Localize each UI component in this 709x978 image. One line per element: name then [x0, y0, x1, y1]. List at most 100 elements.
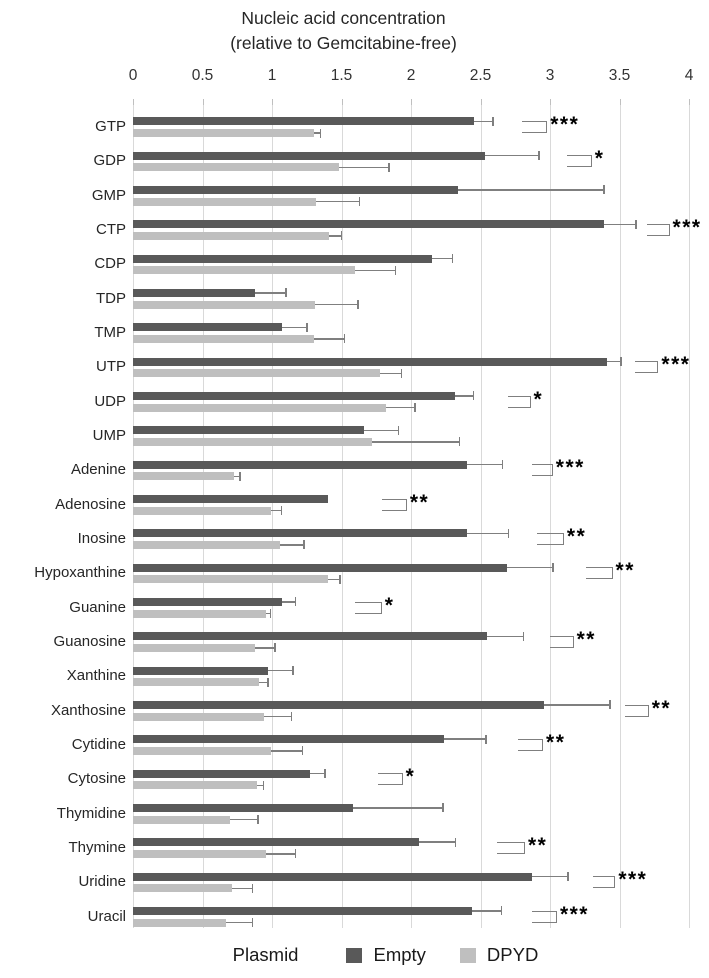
error-cap: [507, 528, 510, 538]
legend-label-empty: Empty: [373, 944, 426, 965]
error-bar: [328, 235, 342, 237]
category-label: UDP: [94, 392, 126, 410]
category-label: CDP: [94, 255, 126, 273]
error-cap: [394, 265, 397, 275]
bar-dpyd: [133, 712, 264, 721]
error-bar: [226, 921, 253, 924]
error-cap: [501, 460, 504, 470]
category-label: TMP: [94, 323, 126, 341]
error-bar: [604, 223, 637, 226]
x-tick-mark: [550, 99, 551, 105]
x-tick-label: 2.5: [469, 67, 492, 84]
significance-bracket: [550, 635, 574, 648]
chart-title-line1: Nucleic acid concentration: [241, 8, 446, 28]
chart-title: Nucleic acid concentration (relative to …: [0, 6, 709, 56]
category-label: Guanine: [69, 598, 126, 616]
category-label: Guanosine: [53, 632, 126, 650]
legend-label-dpyd: DPYD: [486, 944, 539, 965]
error-cap: [257, 815, 259, 825]
significance-stars: ***: [661, 353, 691, 377]
significance-stars: **: [546, 730, 566, 754]
legend-entry-empty: Empty: [346, 944, 426, 966]
bar-dpyd: [133, 506, 271, 515]
bar-dpyd: [133, 334, 314, 343]
significance-bracket: [518, 738, 544, 751]
error-bar: [472, 910, 502, 912]
significance-stars: *: [405, 765, 416, 789]
bar-empty: [133, 872, 532, 881]
bar-dpyd: [133, 163, 339, 172]
bar-dpyd: [133, 300, 316, 309]
significance-bracket: [381, 498, 407, 511]
error-cap: [306, 322, 308, 332]
error-bar: [266, 612, 271, 615]
error-bar: [263, 715, 292, 718]
bar-dpyd: [133, 918, 227, 927]
bar-dpyd: [133, 437, 373, 446]
category-label: Thymine: [68, 838, 126, 856]
significance-bracket: [377, 773, 403, 786]
significance-bracket: [566, 155, 592, 168]
error-bar: [280, 544, 304, 546]
significance-stars: *: [384, 593, 395, 617]
error-cap: [285, 288, 287, 298]
error-cap: [239, 471, 241, 481]
x-tick-mark: [202, 99, 204, 105]
error-cap: [397, 425, 400, 435]
gridline: [272, 104, 273, 928]
gridline: [619, 104, 621, 928]
category-label: TDP: [96, 289, 126, 307]
error-bar: [484, 154, 539, 157]
significance-bracket: [522, 121, 548, 133]
x-tick-label: 2: [406, 67, 416, 84]
error-cap: [290, 712, 293, 722]
legend-swatch-empty: [346, 947, 363, 963]
significance-stars: *: [594, 147, 605, 171]
legend-entry-dpyd: DPYD: [459, 944, 539, 966]
bar-dpyd: [133, 678, 260, 687]
error-bar: [327, 578, 341, 581]
error-cap: [294, 597, 297, 607]
gridline: [480, 104, 482, 928]
bar-empty: [133, 117, 474, 126]
significance-bracket: [625, 704, 649, 717]
error-cap: [522, 631, 525, 641]
significance-stars: **: [651, 696, 672, 720]
category-label: Hypoxanthine: [34, 564, 126, 582]
significance-stars: **: [576, 627, 596, 651]
bar-dpyd: [133, 403, 386, 412]
bar-empty: [133, 391, 456, 400]
error-cap: [292, 666, 294, 676]
bar-empty: [133, 735, 445, 744]
bar-empty: [133, 185, 459, 194]
bar-empty: [133, 426, 364, 435]
bar-dpyd: [133, 369, 381, 378]
error-cap: [340, 231, 343, 241]
x-tick-mark: [341, 99, 343, 105]
error-bar: [466, 463, 503, 466]
error-cap: [472, 391, 475, 401]
x-tick-mark: [480, 99, 482, 105]
error-bar: [267, 669, 293, 672]
error-bar: [355, 269, 396, 272]
bar-dpyd: [133, 266, 356, 275]
error-bar: [372, 441, 460, 443]
bar-dpyd: [133, 815, 231, 824]
error-cap: [635, 219, 637, 229]
error-bar: [315, 303, 359, 306]
error-bar: [313, 338, 345, 340]
chart-title-line2: (relative to Gemcitabine-free): [230, 33, 457, 53]
category-label: Uridine: [78, 873, 126, 891]
bar-dpyd: [133, 231, 329, 240]
error-cap: [492, 116, 494, 126]
error-cap: [388, 162, 390, 172]
bar-empty: [133, 151, 485, 160]
bar-empty: [133, 632, 488, 641]
category-label: UTP: [96, 358, 126, 376]
legend-title: Plasmid: [232, 944, 299, 965]
bar-dpyd: [133, 540, 281, 549]
error-bar: [270, 750, 303, 752]
error-cap: [451, 254, 454, 264]
legend-swatch-dpyd: [459, 947, 476, 963]
x-tick-mark: [133, 99, 134, 105]
